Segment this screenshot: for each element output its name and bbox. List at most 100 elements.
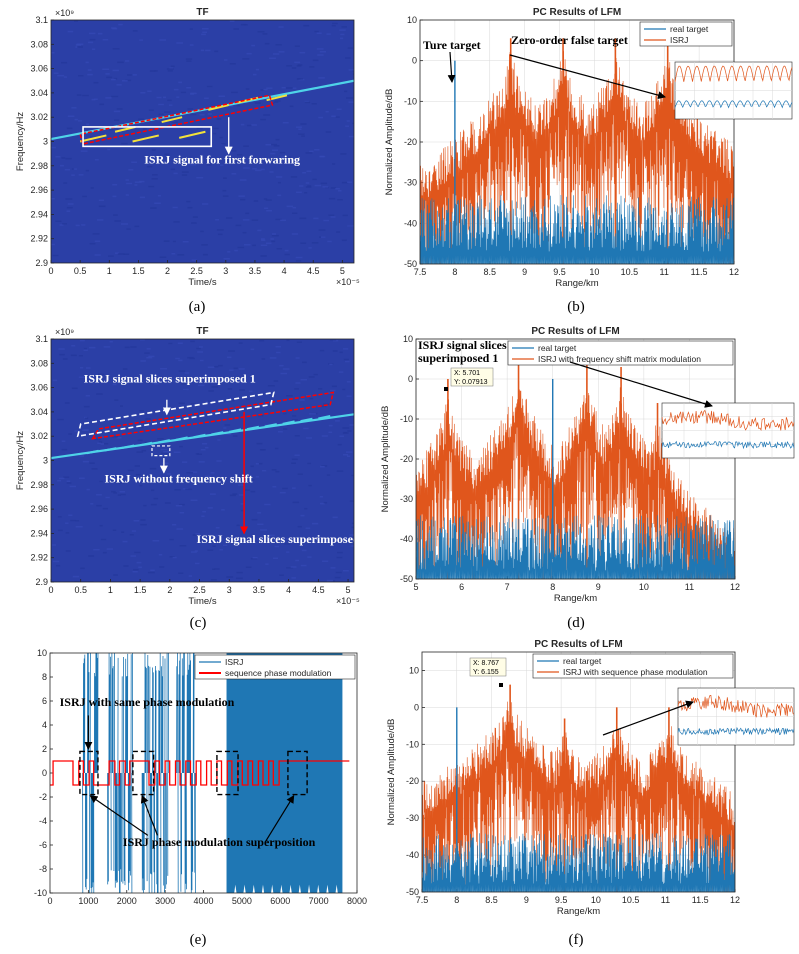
axes-frame [421,651,736,893]
heatmap-cell [190,551,197,553]
heatmap-cell [322,186,329,188]
heatmap-cell [121,223,128,225]
heatmap-cell [143,422,147,425]
panel-a: 0 0.5 1 1.5 2 2.5 3 3.5 4 4.5 5 2.9 2.92 2.94 2.96 2.98… [15,7,360,288]
heatmap-cell [236,476,241,478]
x-tick-label: 7.5 [416,895,429,905]
series-notch [271,884,274,893]
heatmap-cell [164,502,171,504]
heatmap-cell [306,170,312,172]
legend-box [639,21,733,47]
heatmap-cell [214,50,219,53]
y-axis-label: Frequency/Hz [15,112,26,171]
x-tick-label: 4.5 [307,266,320,276]
heatmap-cell [295,126,302,128]
heatmap-cell [239,494,245,496]
heatmap-cell [141,449,147,452]
heatmap-cell [183,376,188,379]
y-tick-label: 3 [43,456,48,466]
heatmap-cell [150,381,158,384]
heatmap-cell [195,533,201,535]
heatmap-cell [66,210,71,212]
heatmap-cell [149,467,157,470]
x-tick-label: 3.5 [249,266,262,276]
heatmap-cell [349,424,354,426]
heatmap-cell [98,441,103,443]
heatmap-cell [98,199,104,202]
datatip-x: X: 8.767 [473,660,499,667]
heatmap-cell [308,376,315,378]
heatmap-cell [227,251,231,253]
heatmap-cell [182,388,189,391]
heatmap-cell [184,372,190,374]
heatmap-cell [251,44,255,47]
heatmap-cell [342,388,346,391]
heatmap-cell [199,359,204,362]
heatmap-cell [83,405,90,408]
heatmap-cell [260,168,265,171]
datatip-marker [444,387,448,391]
heatmap-cell [123,565,129,567]
heatmap-cell [261,239,266,241]
heatmap-cell [250,348,255,351]
heatmap-cell [201,203,209,205]
heatmap-cell [63,76,67,78]
heatmap-cell [257,512,262,514]
heatmap-cell [233,367,238,369]
heatmap-cell [74,430,80,432]
heatmap-cell [265,199,272,201]
series-isrj [82,653,196,893]
heatmap-cell [222,544,228,547]
heatmap-cell [79,477,85,479]
chart-title: TF [196,7,208,18]
heatmap-cell [130,555,137,557]
heatmap-cell [251,219,259,221]
heatmap-cell [232,493,238,495]
heatmap-cell [84,417,89,420]
heatmap-cell [145,382,152,384]
legend-label: sequence phase modulation [225,668,332,678]
series-notch [289,884,292,893]
heatmap-cell [339,351,343,354]
heatmap-cell [286,87,293,89]
heatmap-cell [319,465,325,468]
x-tick-label: 12 [729,267,739,277]
series-real-target [422,833,735,892]
heatmap-cell [74,580,80,582]
heatmap-cell [211,412,218,414]
heatmap-cell [191,222,197,224]
heatmap-cell [224,59,228,61]
heatmap-cell [134,184,138,186]
heatmap-cell [169,421,174,423]
heatmap-cell [262,33,268,35]
heatmap-cell [66,482,72,484]
heatmap-cell [267,534,275,537]
heatmap-cell [131,74,137,76]
axes-frame [49,652,358,894]
heatmap-cell [83,429,89,431]
heatmap-cell [234,249,238,252]
heatmap-cell [114,399,119,401]
heatmap-cell [252,557,258,559]
heatmap-cell [67,115,75,117]
heatmap-cell [260,89,265,91]
heatmap-cell [260,244,268,247]
heatmap-cell [154,383,159,385]
heatmap-cell [286,551,290,553]
heatmap-cell [274,545,280,548]
heatmap-cell [52,379,58,382]
heatmap-cell [309,413,316,415]
heatmap-cell [108,255,114,257]
heatmap-cell [207,400,212,403]
isrj-slice [104,447,117,452]
heatmap-cell [157,195,161,197]
heatmap-cell [99,480,103,483]
heatmap-cell [226,576,234,578]
heatmap-cell [89,242,96,245]
heatmap-cell [204,97,209,100]
heatmap-cell [277,431,283,433]
x-tick-label: 5 [340,266,345,276]
heatmap-cell [64,402,70,404]
x-tick-label: 11 [661,895,670,905]
heatmap-cell [134,225,140,228]
